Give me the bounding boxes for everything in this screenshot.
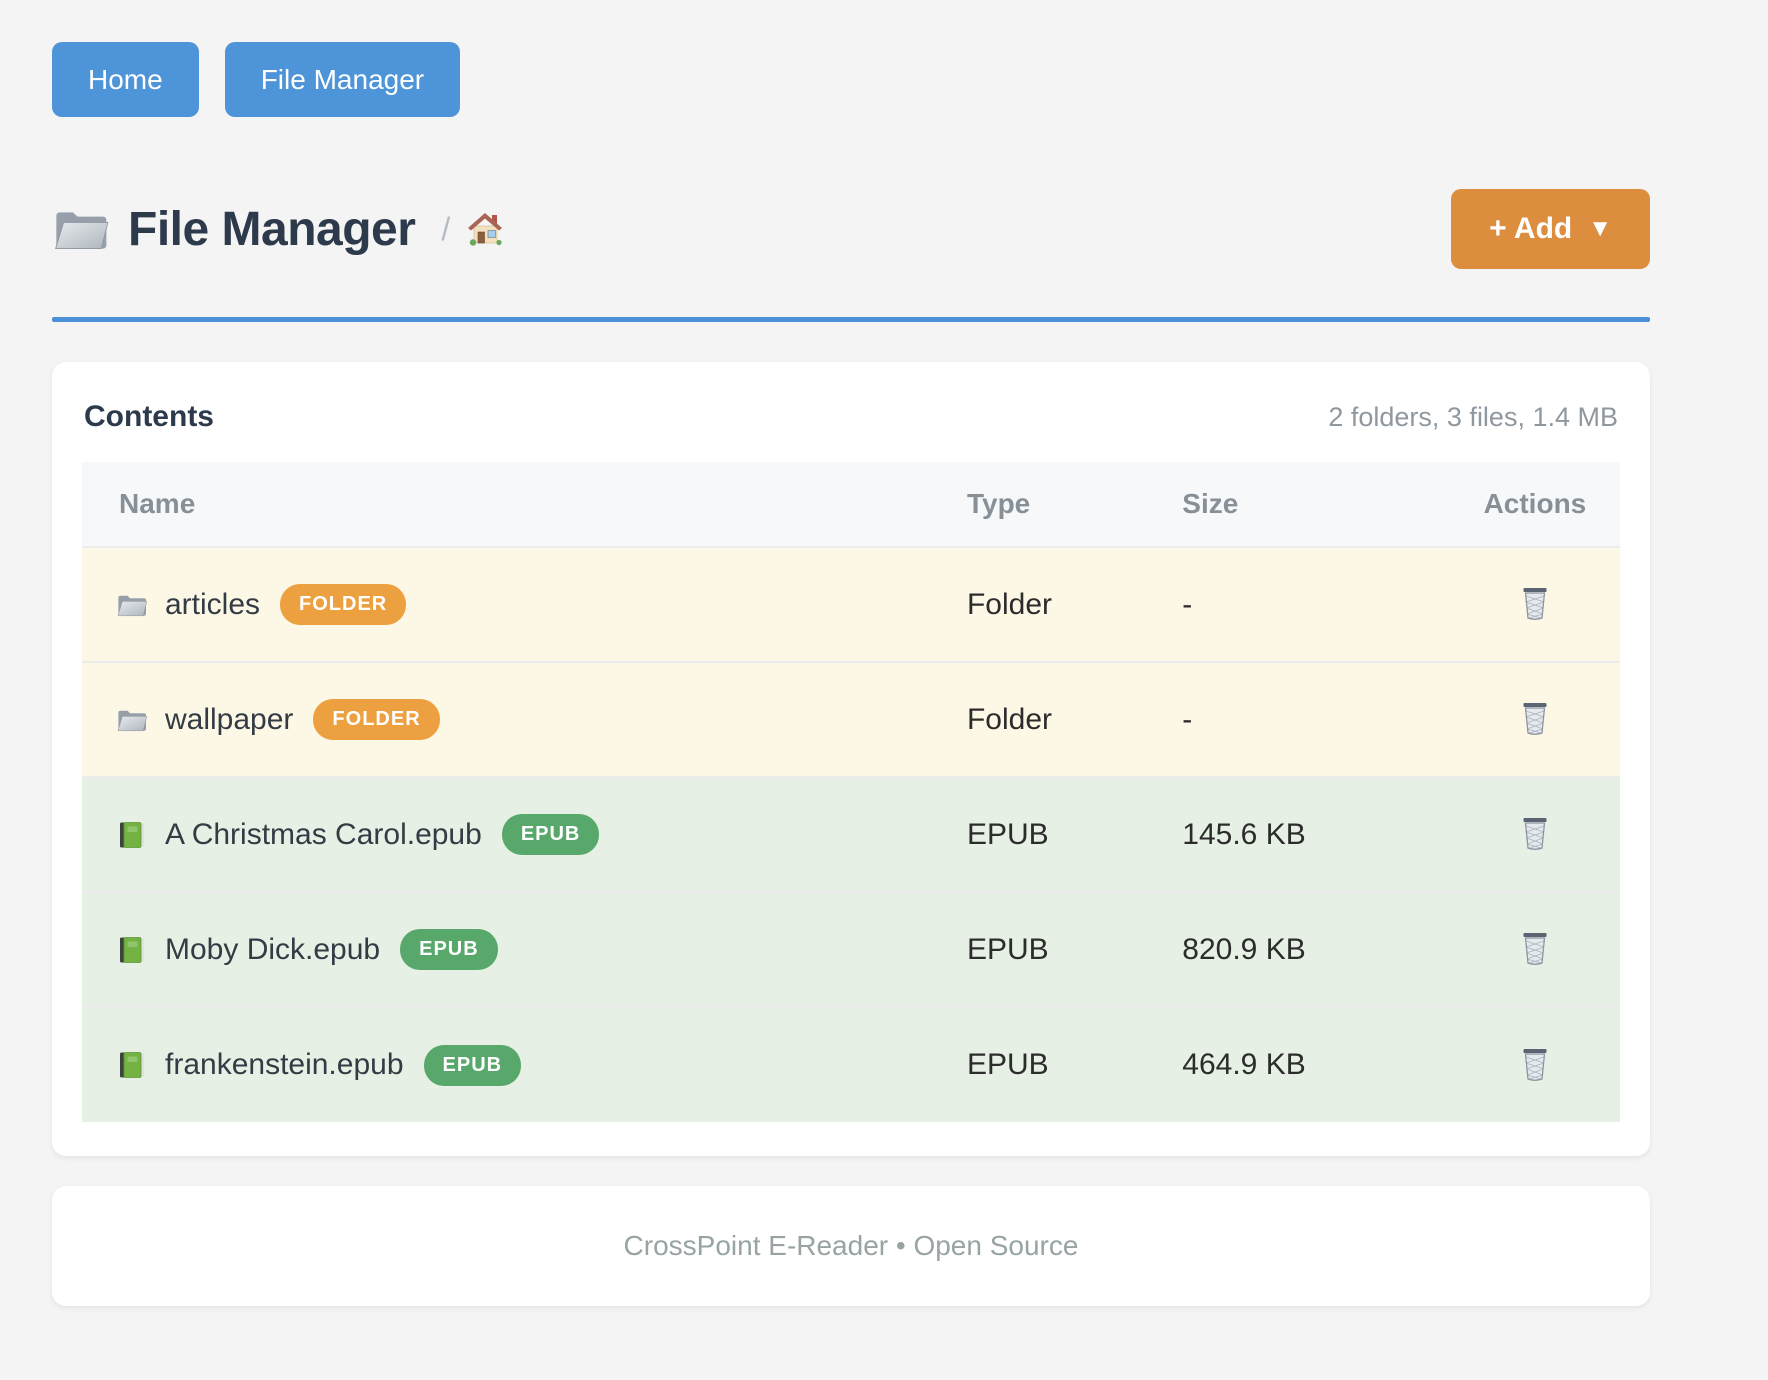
entry-type: EPUB [966, 932, 1049, 966]
entry-size: 145.6 KB [1182, 817, 1306, 851]
entry-type: EPUB [966, 817, 1049, 851]
delete-button[interactable] [1515, 697, 1555, 741]
house-icon [466, 211, 504, 247]
page-container: Home File Manager File Manager / + Add ▼… [52, 0, 1650, 1306]
delete-button[interactable] [1515, 927, 1555, 971]
table-row: wallpaper FOLDER Folder - [82, 662, 1620, 777]
green-book-icon [116, 820, 148, 850]
table-row: articles FOLDER Folder - [82, 547, 1620, 662]
entry-name-link[interactable]: frankenstein.epub [165, 1048, 404, 1081]
entry-type-badge: FOLDER [280, 584, 407, 625]
wastebasket-icon [1519, 586, 1551, 622]
entry-size: 464.9 KB [1182, 1048, 1306, 1081]
column-header-type: Type [966, 488, 1031, 519]
contents-card-header: Contents 2 folders, 3 files, 1.4 MB [82, 400, 1620, 434]
breadcrumb-home-link[interactable] [466, 211, 504, 247]
folder-icon [116, 705, 148, 735]
footer-text: CrossPoint E-Reader • Open Source [623, 1230, 1079, 1261]
caret-down-icon: ▼ [1588, 215, 1612, 242]
entry-name-link[interactable]: wallpaper [165, 702, 294, 736]
page-header: File Manager / + Add ▼ [52, 189, 1650, 269]
title-group: File Manager / [52, 202, 504, 257]
entry-type: EPUB [966, 1048, 1049, 1081]
entry-size: - [1182, 702, 1193, 736]
entry-name-link[interactable]: articles [165, 587, 261, 621]
column-header-name: Name [119, 488, 196, 519]
contents-card: Contents 2 folders, 3 files, 1.4 MB Name… [52, 362, 1650, 1156]
entry-type-badge: FOLDER [313, 699, 440, 740]
entry-size: - [1182, 587, 1193, 621]
entry-size: 820.9 KB [1182, 932, 1306, 966]
delete-button[interactable] [1515, 582, 1555, 626]
contents-summary: 2 folders, 3 files, 1.4 MB [1328, 402, 1618, 432]
add-button[interactable]: + Add ▼ [1451, 189, 1650, 269]
wastebasket-icon [1519, 931, 1551, 967]
table-row: Moby Dick.epub EPUB EPUB 820.9 KB [82, 892, 1620, 1007]
contents-heading: Contents [84, 400, 214, 433]
wastebasket-icon [1519, 816, 1551, 852]
footer-card: CrossPoint E-Reader • Open Source [52, 1186, 1650, 1306]
file-manager-button[interactable]: File Manager [224, 42, 461, 117]
breadcrumb: / [441, 211, 504, 248]
column-header-size: Size [1182, 488, 1239, 519]
entry-type-badge: EPUB [423, 1044, 522, 1086]
column-header-actions: Actions [1483, 488, 1587, 519]
entry-type-badge: EPUB [400, 929, 498, 970]
file-table-header: Name Type Size Actions [82, 462, 1620, 547]
page-title: File Manager [128, 202, 416, 256]
entry-name-link[interactable]: A Christmas Carol.epub [165, 817, 482, 851]
breadcrumb-separator: / [441, 210, 451, 247]
entry-type: Folder [966, 702, 1053, 736]
entry-name-link[interactable]: Moby Dick.epub [165, 932, 381, 966]
table-row: A Christmas Carol.epub EPUB EPUB 145.6 K… [82, 777, 1620, 892]
folder-icon [116, 590, 148, 620]
wastebasket-icon [1519, 701, 1551, 737]
home-button[interactable]: Home [52, 42, 199, 117]
file-table-body: articles FOLDER Folder - wallpaper FOLDE… [82, 547, 1620, 1122]
file-table: Name Type Size Actions articles FOLDER F… [82, 462, 1620, 1122]
entry-type: Folder [966, 587, 1053, 621]
folder-icon [52, 205, 110, 253]
delete-button[interactable] [1515, 1043, 1555, 1087]
green-book-icon [116, 1050, 148, 1080]
table-row: frankenstein.epub EPUB EPUB 464.9 KB [82, 1007, 1620, 1122]
header-divider [52, 317, 1650, 322]
green-book-icon [116, 935, 148, 965]
top-nav: Home File Manager [52, 42, 1650, 117]
add-button-label: + Add [1489, 212, 1573, 245]
delete-button[interactable] [1515, 812, 1555, 856]
wastebasket-icon [1519, 1047, 1551, 1083]
entry-type-badge: EPUB [501, 814, 600, 855]
